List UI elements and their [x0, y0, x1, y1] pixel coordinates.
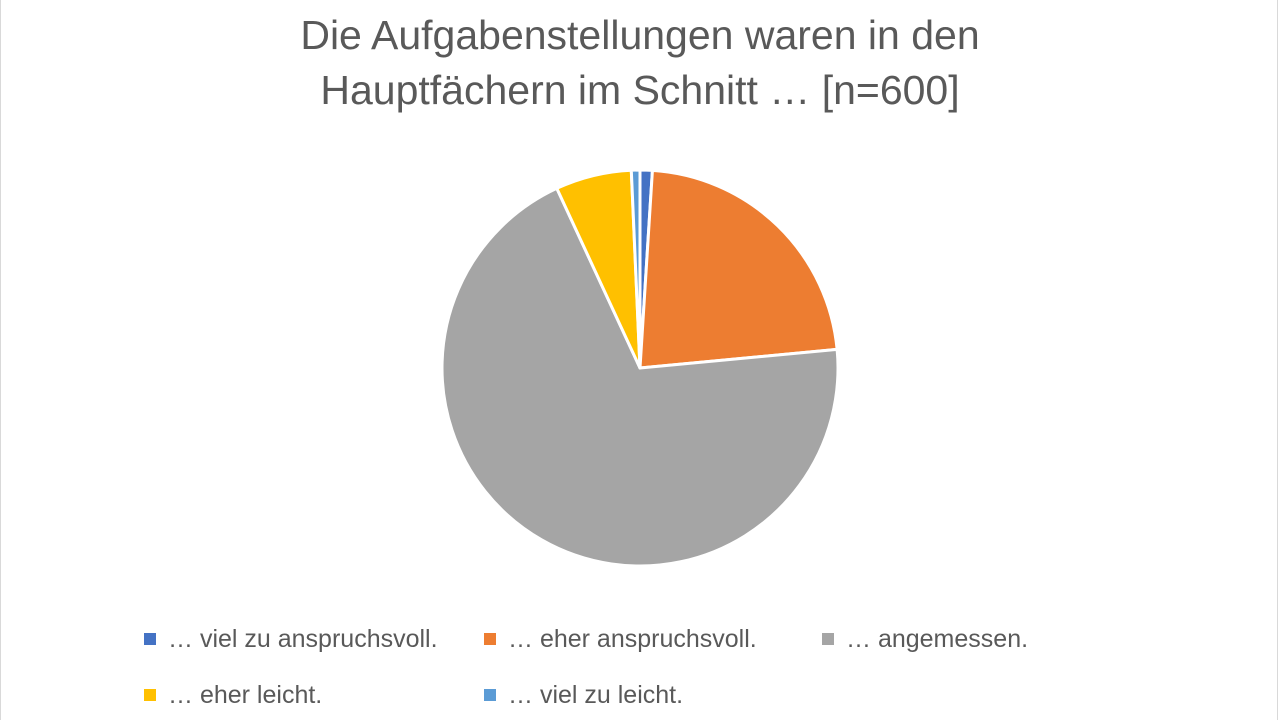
pie-slice-angemessen — [440, 186, 840, 568]
chart-title: Die Aufgabenstellungen waren in den Haup… — [0, 8, 1280, 118]
chart-title-line-1: Die Aufgabenstellungen waren in den — [300, 12, 980, 58]
pie-slices — [440, 168, 840, 568]
pie-slice-viel-zu-leicht — [629, 168, 642, 370]
chart-title-line-2: Hauptfächern im Schnitt … [n=600] — [320, 67, 960, 113]
pie-slice-eher-anspruchsvoll — [638, 168, 839, 370]
